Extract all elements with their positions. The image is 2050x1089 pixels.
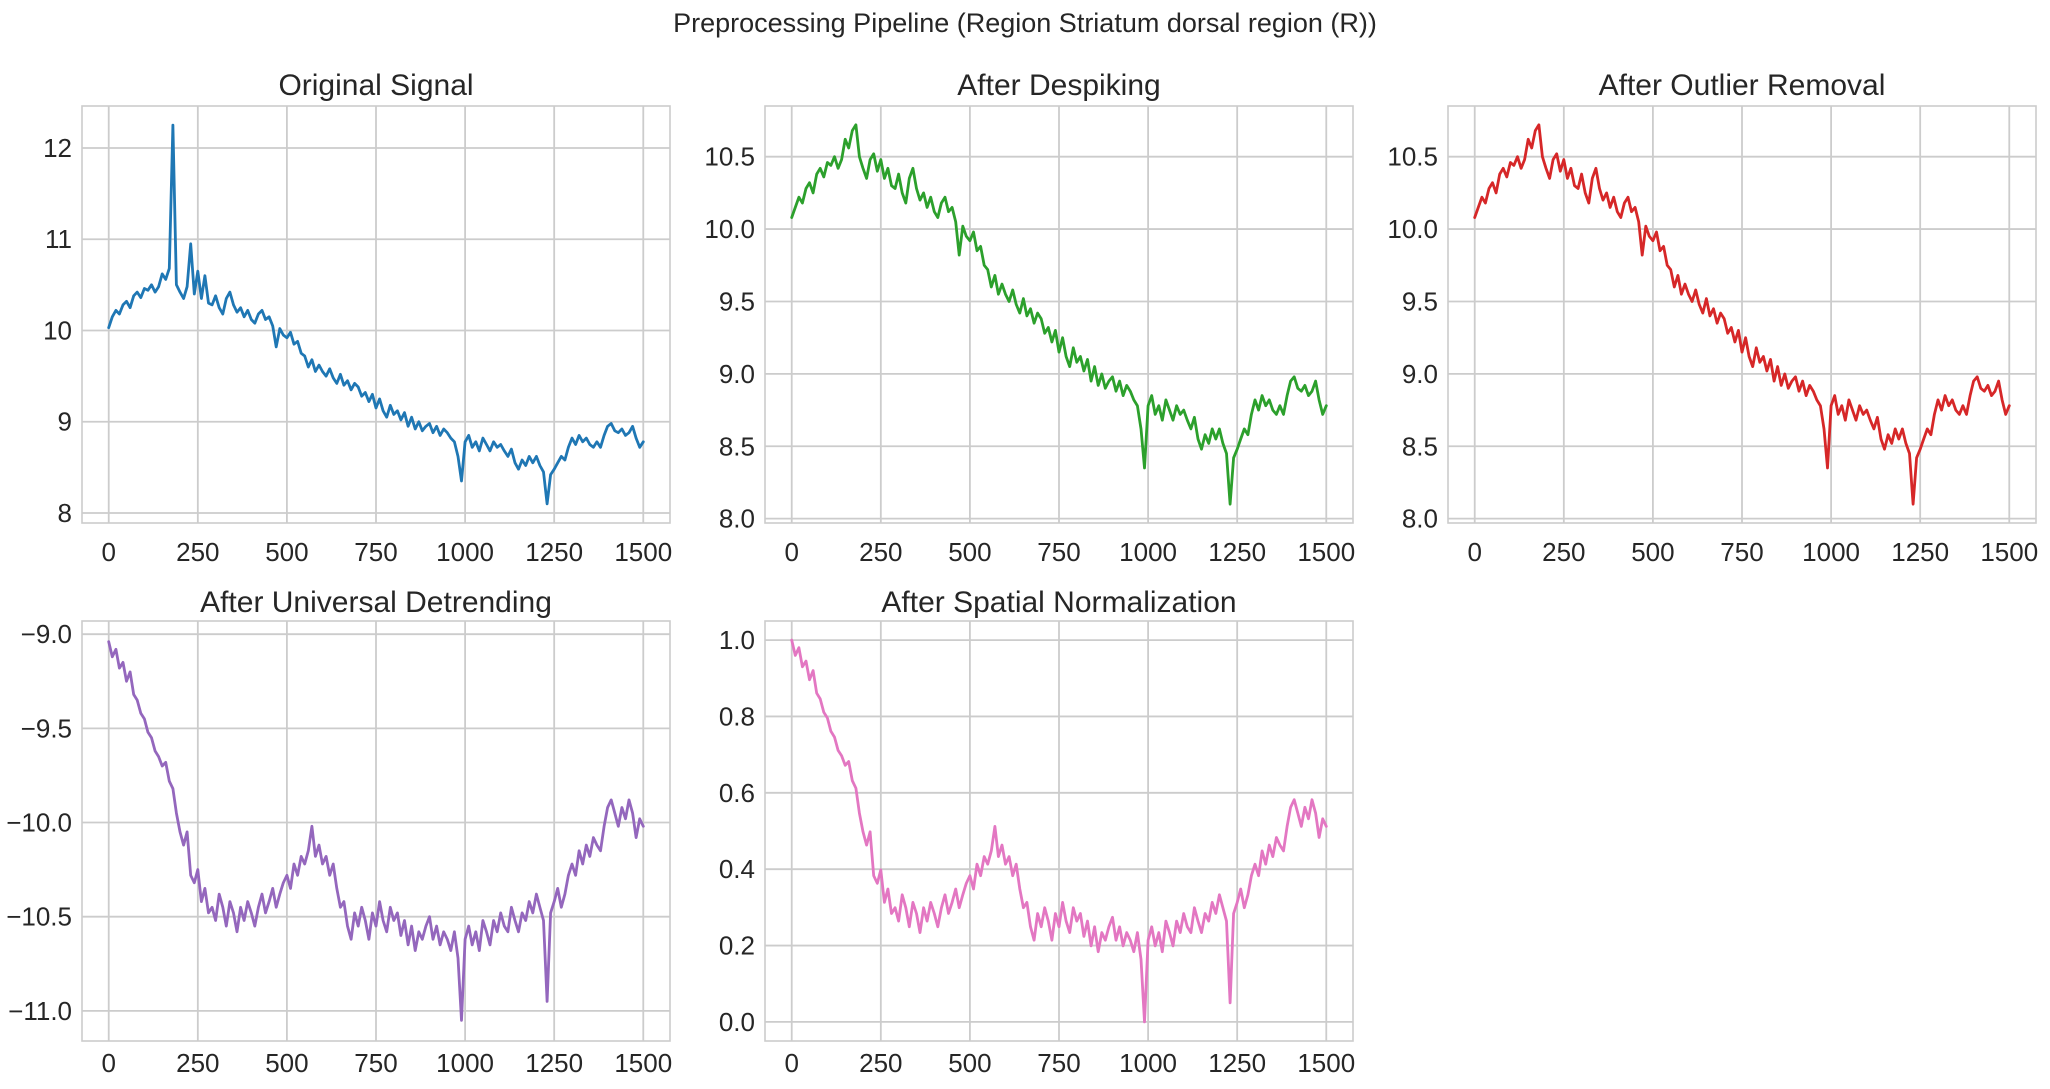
- signal-line-after-spatial-normalization: [790, 638, 1328, 1024]
- y-tick-label: 10.0: [704, 214, 755, 244]
- axes-border: [81, 620, 671, 1042]
- x-tick-label: 1000: [436, 537, 494, 567]
- subplot-title: Original Signal: [278, 69, 473, 102]
- x-tick-label: 1250: [1208, 537, 1266, 567]
- signal-line-after-despiking: [790, 123, 1328, 506]
- y-tick-label: 12: [43, 133, 72, 163]
- x-tick-label: 1500: [614, 537, 672, 567]
- y-tick-label: 0.0: [719, 1007, 755, 1037]
- y-tick-label: 0.8: [719, 701, 755, 731]
- x-tick-label: 0: [101, 537, 115, 567]
- y-tick-label: −10.0: [6, 808, 72, 838]
- figure-title: Preprocessing Pipeline (Region Striatum …: [673, 8, 1377, 38]
- signal-line-original-signal: [107, 123, 645, 506]
- x-tick-label: 0: [101, 1048, 115, 1078]
- y-tick-label: 0.4: [719, 854, 755, 884]
- x-tick-label: 1000: [1119, 537, 1177, 567]
- x-tick-label: 750: [354, 1048, 397, 1078]
- x-tick-label: 1000: [1119, 1048, 1177, 1078]
- axes-border: [764, 105, 1354, 524]
- x-tick-label: 0: [784, 537, 798, 567]
- x-tick-label: 0: [1467, 537, 1481, 567]
- signal-line-after-outlier-removal: [1473, 123, 2011, 506]
- axes-border: [81, 105, 671, 524]
- x-tick-label: 1250: [1208, 1048, 1266, 1078]
- x-tick-label: 1250: [1891, 537, 1949, 567]
- x-tick-label: 500: [265, 537, 308, 567]
- y-tick-label: 8.0: [1402, 504, 1438, 534]
- x-tick-label: 250: [859, 1048, 902, 1078]
- subplot-title: After Outlier Removal: [1599, 69, 1886, 102]
- subplot-title: After Spatial Normalization: [881, 586, 1236, 619]
- y-tick-label: 8: [58, 498, 72, 528]
- y-tick-label: 11: [45, 224, 72, 254]
- x-tick-label: 1500: [614, 1048, 672, 1078]
- y-tick-label: 9.5: [1402, 286, 1438, 316]
- x-tick-label: 1250: [525, 537, 583, 567]
- x-tick-label: 750: [1037, 537, 1080, 567]
- x-tick-label: 1000: [1802, 537, 1860, 567]
- y-tick-label: 8.5: [719, 431, 755, 461]
- x-tick-label: 1500: [1297, 1048, 1355, 1078]
- subplot-after-outlier-removal: 0 250 500 750 1000 1250 1500 8.0 8.5 9.0 9.5 10.0 10…: [1387, 69, 2038, 567]
- subplot-original-signal: 0 250 500 750 1000 1250 1500 8 9 10 11 12 Original S…: [43, 69, 672, 567]
- grid: [765, 621, 1353, 1041]
- y-tick-label: 10.0: [1387, 214, 1438, 244]
- y-tick-label: 9.0: [1402, 359, 1438, 389]
- y-tick-label: 8.0: [719, 504, 755, 534]
- y-tick-label: 8.5: [1402, 431, 1438, 461]
- x-tick-label: 500: [948, 537, 991, 567]
- x-tick-label: 500: [948, 1048, 991, 1078]
- y-tick-label: −11.0: [8, 996, 72, 1026]
- x-tick-label: 750: [1037, 1048, 1080, 1078]
- y-tick-label: 1.0: [719, 625, 755, 655]
- y-tick-label: −9.0: [21, 619, 72, 649]
- y-tick-label: 9.5: [719, 286, 755, 316]
- x-tick-label: 1500: [1980, 537, 2038, 567]
- x-tick-label: 250: [859, 537, 902, 567]
- y-tick-label: 0.2: [719, 931, 755, 961]
- x-tick-label: 250: [176, 537, 219, 567]
- y-tick-label: 10: [43, 315, 72, 345]
- y-tick-label: 9: [58, 407, 72, 437]
- y-tick-label: −10.5: [6, 902, 72, 932]
- grid: [82, 106, 670, 523]
- y-tick-label: −9.5: [21, 713, 72, 743]
- x-tick-label: 250: [1542, 537, 1585, 567]
- axes-border: [1447, 105, 2037, 524]
- axes-border: [764, 620, 1354, 1042]
- subplot-after-universal-detrending: 0 250 500 750 1000 1250 1500 −11.0 −10.5 −10.0 −9.…: [6, 586, 672, 1078]
- x-tick-label: 0: [784, 1048, 798, 1078]
- y-tick-label: 0.6: [719, 778, 755, 808]
- signal-line-after-universal-detrending: [107, 640, 645, 1022]
- x-tick-label: 500: [265, 1048, 308, 1078]
- grid: [765, 106, 1353, 523]
- x-tick-label: 750: [1720, 537, 1763, 567]
- x-tick-label: 1500: [1297, 537, 1355, 567]
- x-tick-label: 1000: [436, 1048, 494, 1078]
- x-tick-label: 500: [1631, 537, 1674, 567]
- y-tick-label: 9.0: [719, 359, 755, 389]
- x-tick-label: 250: [176, 1048, 219, 1078]
- subplot-after-despiking: 0 250 500 750 1000 1250 1500 8.0 8.5 9.0 9.5 10.0 10…: [704, 69, 1355, 567]
- subplot-title: After Despiking: [957, 69, 1160, 102]
- y-tick-label: 10.5: [1387, 142, 1438, 172]
- grid: [1448, 106, 2036, 523]
- x-tick-label: 750: [354, 537, 397, 567]
- y-tick-label: 10.5: [704, 142, 755, 172]
- x-tick-label: 1250: [525, 1048, 583, 1078]
- subplot-title: After Universal Detrending: [200, 586, 552, 619]
- subplot-after-spatial-normalization: 0 250 500 750 1000 1250 1500 0.0 0.2 0.4 0.6 0.8 1.0…: [719, 586, 1355, 1078]
